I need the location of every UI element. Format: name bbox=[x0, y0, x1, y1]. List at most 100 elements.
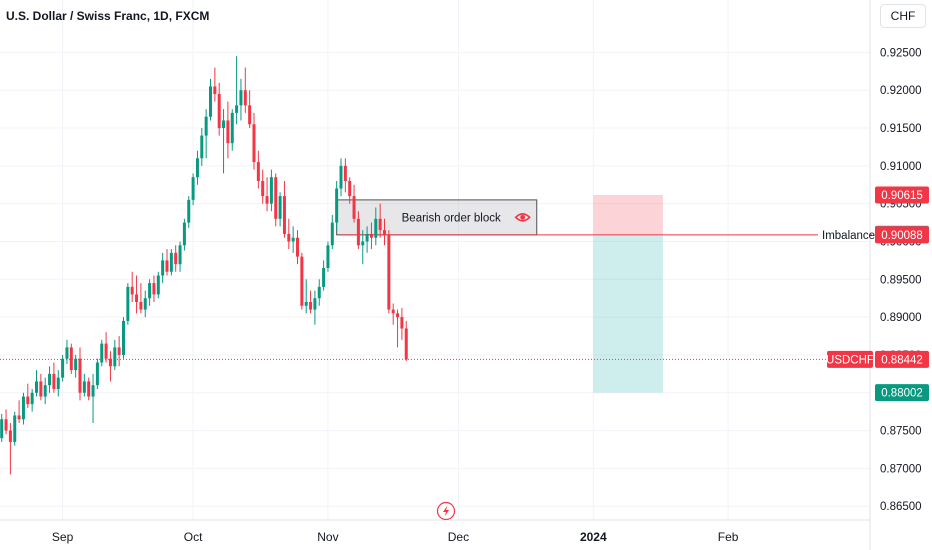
candle bbox=[269, 169, 273, 212]
candle bbox=[65, 339, 69, 365]
candle bbox=[100, 339, 104, 367]
price-label-text: 0.90615 bbox=[881, 190, 923, 202]
candle bbox=[287, 218, 291, 250]
candle-body bbox=[252, 124, 256, 163]
candle-body bbox=[269, 177, 273, 204]
y-tick-label: 0.91500 bbox=[880, 123, 922, 135]
candle-body bbox=[291, 237, 295, 242]
candle-body bbox=[169, 252, 173, 272]
candle-body bbox=[191, 177, 195, 200]
candle bbox=[39, 373, 43, 401]
candle-body bbox=[235, 105, 239, 113]
candle bbox=[343, 158, 347, 193]
eye-pupil bbox=[520, 214, 526, 220]
candle bbox=[17, 400, 21, 424]
candle bbox=[8, 423, 12, 475]
candle-body bbox=[161, 260, 165, 276]
chart-title: U.S. Dollar / Swiss Franc, 1D, FXCM bbox=[6, 9, 210, 23]
candle-body bbox=[8, 430, 12, 442]
candle bbox=[143, 290, 147, 318]
order-block-box bbox=[336, 199, 538, 236]
candle bbox=[182, 218, 186, 251]
y-tick-label: 0.89000 bbox=[880, 312, 922, 324]
candle-body bbox=[174, 252, 178, 265]
candle bbox=[56, 370, 60, 397]
lightning-icon[interactable] bbox=[436, 501, 456, 521]
candle bbox=[191, 173, 195, 206]
candle bbox=[135, 275, 139, 314]
candle bbox=[335, 180, 339, 231]
candle-body bbox=[95, 362, 99, 386]
candle-body bbox=[61, 358, 65, 378]
candle bbox=[278, 192, 282, 227]
candle bbox=[261, 169, 265, 204]
candle bbox=[330, 215, 334, 250]
last-price-label: 0.88442 bbox=[881, 354, 923, 366]
candle bbox=[369, 222, 373, 250]
candle-body bbox=[200, 135, 204, 159]
x-tick-label: Feb bbox=[718, 530, 739, 544]
candle-body bbox=[52, 373, 56, 389]
price-label-text: 0.88002 bbox=[881, 388, 923, 400]
candle-body bbox=[239, 90, 243, 106]
candle-body bbox=[309, 301, 313, 310]
candle bbox=[161, 252, 165, 284]
candle-body bbox=[300, 256, 304, 306]
candle-body bbox=[396, 313, 400, 318]
candle bbox=[108, 351, 112, 382]
candle-body bbox=[356, 218, 360, 246]
candle bbox=[365, 226, 369, 253]
candle-body bbox=[139, 301, 143, 310]
candle-body bbox=[282, 196, 286, 234]
candle bbox=[391, 303, 395, 325]
candle bbox=[113, 339, 117, 371]
candle bbox=[139, 283, 143, 314]
y-tick-label: 0.92000 bbox=[880, 85, 922, 97]
candle bbox=[117, 336, 121, 367]
candle bbox=[396, 309, 400, 348]
candle-body bbox=[26, 396, 30, 405]
candle-body bbox=[369, 233, 373, 238]
candle-body bbox=[352, 196, 356, 219]
candle-body bbox=[339, 165, 343, 189]
candle bbox=[296, 230, 299, 265]
candle-body bbox=[152, 283, 156, 295]
symbol-label-bg bbox=[827, 350, 873, 368]
candle bbox=[195, 150, 199, 185]
candle-body bbox=[296, 237, 299, 257]
price-label-bg bbox=[875, 384, 929, 402]
eye-icon[interactable] bbox=[514, 213, 531, 222]
x-tick-label: Oct bbox=[184, 530, 203, 544]
candle bbox=[4, 409, 8, 435]
candle bbox=[209, 78, 212, 121]
candle bbox=[252, 112, 256, 170]
y-tick-label: 0.92500 bbox=[880, 47, 922, 59]
candle-body bbox=[204, 116, 208, 136]
candle bbox=[361, 230, 365, 265]
candle-body bbox=[374, 218, 378, 238]
currency-button[interactable]: CHF bbox=[880, 4, 926, 28]
candle-body bbox=[39, 381, 43, 397]
candle-body bbox=[65, 347, 69, 359]
candle-body bbox=[56, 377, 60, 389]
candle bbox=[48, 366, 52, 393]
candle-body bbox=[404, 328, 408, 360]
candle-body bbox=[248, 105, 252, 125]
candle bbox=[165, 249, 169, 276]
candle-body bbox=[230, 112, 234, 144]
candle-body bbox=[17, 415, 21, 420]
candle bbox=[226, 101, 230, 159]
candle bbox=[26, 383, 30, 408]
candle bbox=[230, 109, 234, 151]
candle bbox=[169, 249, 173, 276]
candle-body bbox=[365, 233, 369, 242]
candle bbox=[156, 271, 160, 299]
candle bbox=[317, 279, 321, 306]
candle-body bbox=[126, 286, 130, 321]
candle-body bbox=[195, 158, 199, 178]
candle-body bbox=[43, 385, 47, 397]
candle-body bbox=[156, 275, 160, 295]
price-label-bg bbox=[875, 186, 929, 204]
candle bbox=[356, 211, 360, 250]
